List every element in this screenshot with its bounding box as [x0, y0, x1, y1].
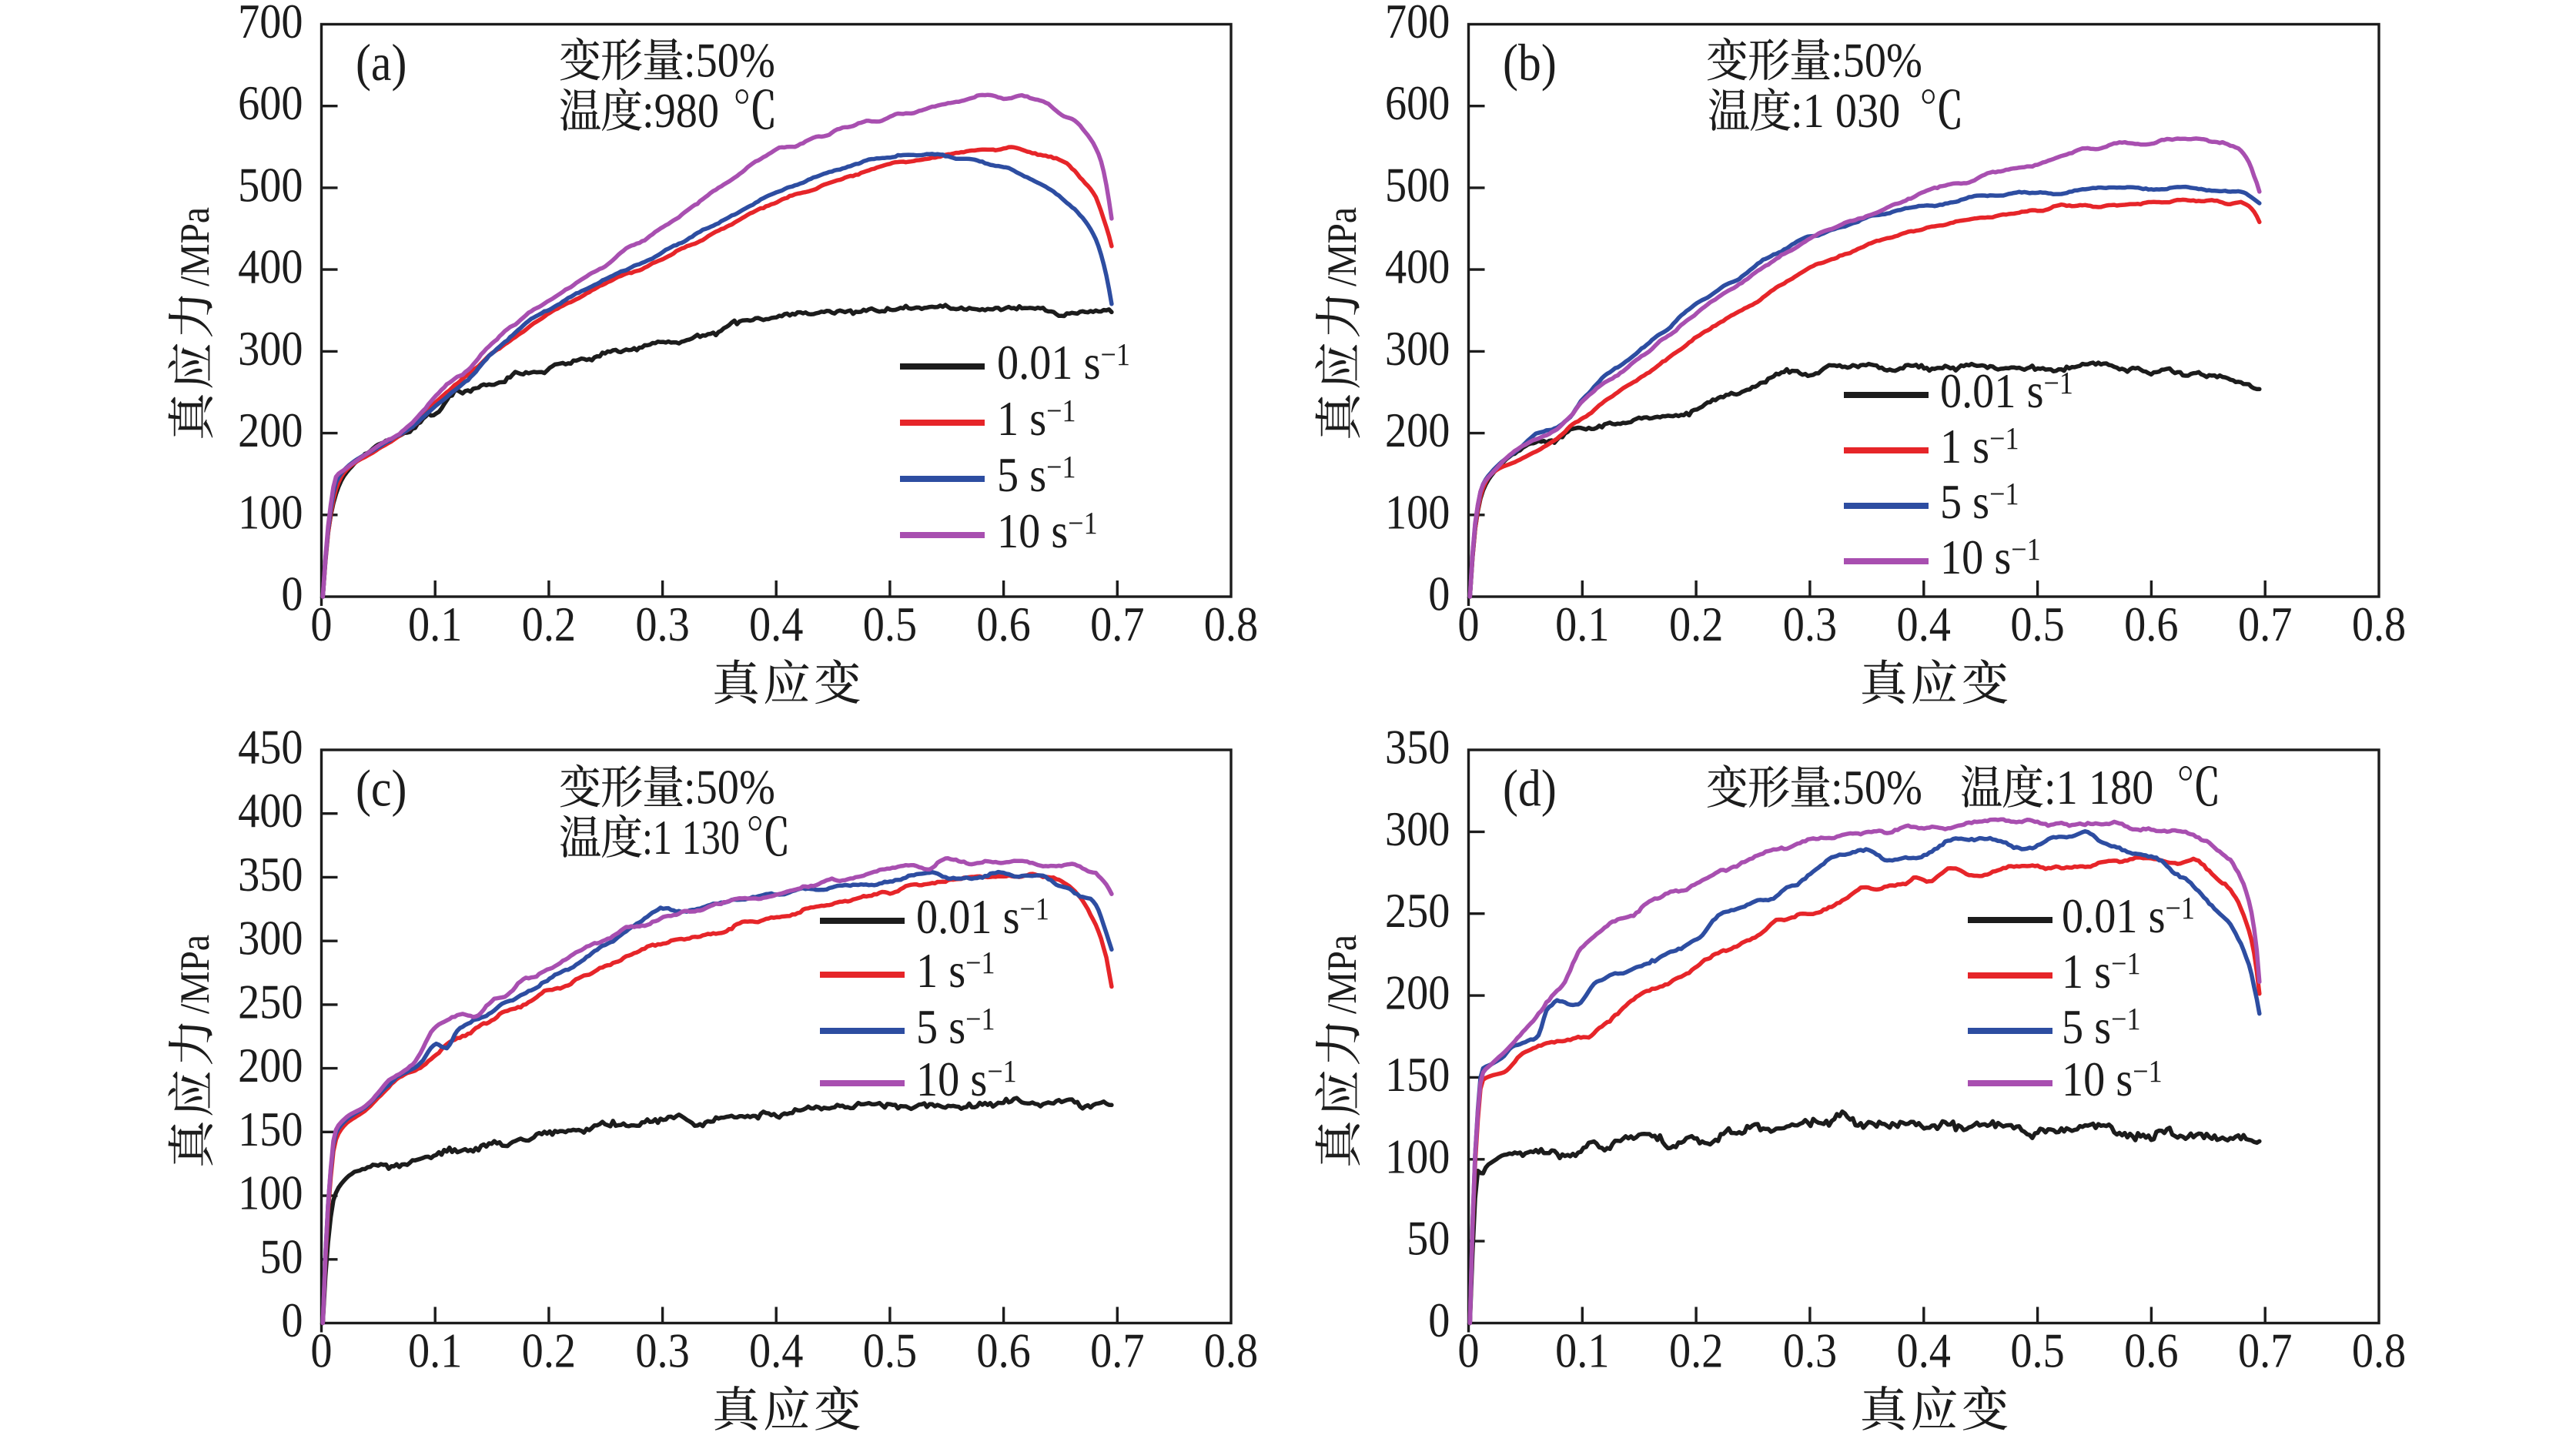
svg-text:0.6: 0.6 [976, 1323, 1030, 1378]
svg-text:0.6: 0.6 [2124, 1323, 2178, 1378]
svg-text:0.5: 0.5 [2010, 597, 2064, 652]
svg-text:0.2: 0.2 [522, 597, 576, 652]
svg-text:700: 700 [1385, 0, 1450, 49]
svg-text:500: 500 [238, 158, 303, 212]
svg-text:0.8: 0.8 [2352, 597, 2406, 652]
svg-text:200: 200 [238, 403, 303, 458]
svg-text::50%: :50% [1831, 761, 1922, 815]
svg-text:0.1: 0.1 [1555, 597, 1609, 652]
svg-text:50: 50 [259, 1230, 303, 1284]
svg-text:0.7: 0.7 [2238, 597, 2292, 652]
svg-text:250: 250 [1385, 884, 1450, 938]
svg-text:0.7: 0.7 [1090, 597, 1144, 652]
svg-text:10 s−1: 10 s−1 [1940, 530, 2041, 585]
svg-text:400: 400 [1385, 239, 1450, 294]
svg-text:/MPa: /MPa [1320, 935, 1365, 1014]
svg-text:0.2: 0.2 [522, 1323, 576, 1378]
svg-text:0: 0 [310, 1323, 332, 1378]
svg-text::50%: :50% [1831, 33, 1922, 88]
svg-text:200: 200 [238, 1039, 303, 1093]
svg-text:0.6: 0.6 [976, 597, 1030, 652]
svg-text:(b): (b) [1503, 33, 1557, 91]
svg-text:0.2: 0.2 [1669, 1323, 1723, 1378]
svg-text:0: 0 [1428, 567, 1450, 621]
svg-text:150: 150 [238, 1102, 303, 1157]
svg-text:5 s−1: 5 s−1 [2062, 1000, 2141, 1055]
svg-text::1 180: :1 180 [2044, 761, 2153, 815]
svg-text:150: 150 [1385, 1048, 1450, 1102]
svg-text:0.3: 0.3 [635, 597, 689, 652]
svg-text:0.7: 0.7 [2238, 1323, 2292, 1378]
svg-text:0.8: 0.8 [2352, 1323, 2406, 1378]
svg-text:0.5: 0.5 [2010, 1323, 2064, 1378]
svg-text:50: 50 [1407, 1211, 1450, 1266]
svg-text:0.01 s−1: 0.01 s−1 [2062, 889, 2195, 944]
svg-text:0.6: 0.6 [2124, 597, 2178, 652]
svg-text:0.3: 0.3 [1783, 597, 1837, 652]
svg-text:0.8: 0.8 [1204, 597, 1258, 652]
svg-text::1 130: :1 130 [642, 811, 740, 865]
svg-text:0.3: 0.3 [635, 1323, 689, 1378]
svg-text:0: 0 [281, 1293, 303, 1348]
svg-text:250: 250 [238, 975, 303, 1029]
svg-text::1 030: :1 030 [1791, 84, 1900, 139]
svg-text:10 s−1: 10 s−1 [997, 504, 1098, 559]
svg-text:600: 600 [238, 76, 303, 131]
svg-text:100: 100 [238, 485, 303, 540]
svg-text:0.1: 0.1 [408, 1323, 462, 1378]
svg-text:300: 300 [238, 322, 303, 376]
svg-text:/MPa: /MPa [1320, 207, 1365, 286]
svg-text:0.4: 0.4 [749, 1323, 803, 1378]
svg-text:400: 400 [238, 239, 303, 294]
svg-text:0.1: 0.1 [408, 597, 462, 652]
svg-text:0.4: 0.4 [1897, 1323, 1951, 1378]
svg-text:0: 0 [1457, 1323, 1479, 1378]
svg-text:0: 0 [310, 597, 332, 652]
svg-text:0.7: 0.7 [1090, 1323, 1144, 1378]
svg-text:600: 600 [1385, 76, 1450, 131]
svg-text:1 s−1: 1 s−1 [916, 944, 995, 999]
svg-text::50%: :50% [684, 33, 775, 88]
svg-text:500: 500 [1385, 158, 1450, 212]
svg-text:0.8: 0.8 [1204, 1323, 1258, 1378]
svg-text:300: 300 [1385, 802, 1450, 857]
svg-text:450: 450 [238, 720, 303, 775]
svg-text:0.5: 0.5 [863, 597, 917, 652]
svg-text:/MPa: /MPa [172, 207, 218, 286]
svg-text:0.4: 0.4 [1897, 597, 1951, 652]
svg-text:/MPa: /MPa [172, 935, 218, 1014]
svg-text:0.3: 0.3 [1783, 1323, 1837, 1378]
svg-text::980: :980 [642, 84, 719, 139]
svg-text:0.1: 0.1 [1555, 1323, 1609, 1378]
svg-text:0.4: 0.4 [749, 597, 803, 652]
svg-text:0.2: 0.2 [1669, 597, 1723, 652]
svg-text:100: 100 [1385, 1129, 1450, 1184]
svg-text:(a): (a) [356, 33, 406, 91]
svg-text:350: 350 [238, 848, 303, 902]
svg-text:0.5: 0.5 [863, 1323, 917, 1378]
svg-text:0: 0 [1457, 597, 1479, 652]
svg-text::50%: :50% [684, 760, 775, 815]
svg-text:5 s−1: 5 s−1 [1940, 475, 2019, 530]
svg-text:350: 350 [1385, 720, 1450, 775]
svg-text:200: 200 [1385, 965, 1450, 1020]
svg-text:100: 100 [1385, 485, 1450, 540]
svg-text:0: 0 [281, 567, 303, 621]
svg-text:0: 0 [1428, 1293, 1450, 1348]
svg-text:400: 400 [238, 784, 303, 838]
svg-text:(d): (d) [1503, 759, 1557, 817]
svg-text:100: 100 [238, 1166, 303, 1220]
svg-text:300: 300 [1385, 322, 1450, 376]
svg-text:300: 300 [238, 911, 303, 965]
svg-text:700: 700 [238, 0, 303, 49]
svg-text:200: 200 [1385, 403, 1450, 458]
svg-text:(c): (c) [356, 759, 406, 817]
